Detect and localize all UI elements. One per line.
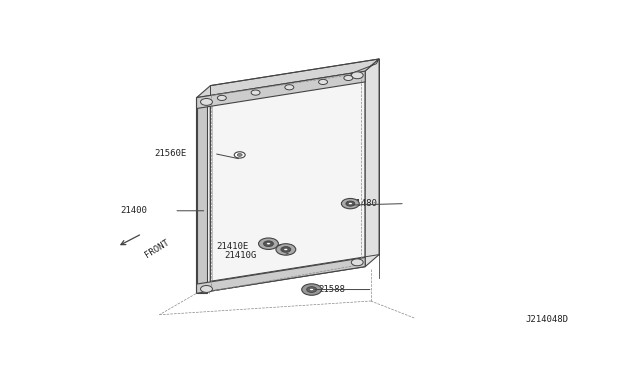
- Text: 21410E: 21410E: [216, 242, 249, 251]
- Circle shape: [266, 243, 271, 245]
- Circle shape: [276, 244, 296, 255]
- Polygon shape: [350, 59, 379, 74]
- Circle shape: [264, 241, 273, 247]
- Circle shape: [285, 85, 294, 90]
- Circle shape: [319, 79, 328, 84]
- Polygon shape: [196, 71, 365, 293]
- Text: 21588: 21588: [319, 285, 346, 294]
- Circle shape: [310, 288, 314, 291]
- Circle shape: [284, 248, 288, 251]
- Circle shape: [234, 152, 245, 158]
- Polygon shape: [365, 59, 379, 267]
- Circle shape: [251, 90, 260, 95]
- Text: 21400: 21400: [120, 206, 147, 215]
- Polygon shape: [196, 59, 379, 97]
- Circle shape: [301, 284, 321, 295]
- Circle shape: [341, 198, 359, 209]
- Circle shape: [200, 286, 212, 292]
- Polygon shape: [196, 97, 207, 293]
- Circle shape: [351, 72, 364, 79]
- Circle shape: [237, 154, 242, 156]
- Circle shape: [346, 201, 355, 206]
- Circle shape: [259, 238, 278, 250]
- Polygon shape: [196, 71, 365, 109]
- Text: FRONT: FRONT: [143, 238, 171, 260]
- Text: 21560E: 21560E: [154, 149, 187, 158]
- Circle shape: [351, 259, 364, 266]
- Text: 21410G: 21410G: [224, 251, 256, 260]
- Circle shape: [307, 287, 317, 292]
- Circle shape: [348, 202, 352, 205]
- Circle shape: [344, 76, 353, 80]
- Polygon shape: [196, 257, 365, 293]
- Circle shape: [281, 247, 291, 252]
- Circle shape: [200, 99, 212, 105]
- Text: J214048D: J214048D: [525, 315, 568, 324]
- Text: 21480: 21480: [351, 199, 378, 208]
- Circle shape: [218, 95, 227, 100]
